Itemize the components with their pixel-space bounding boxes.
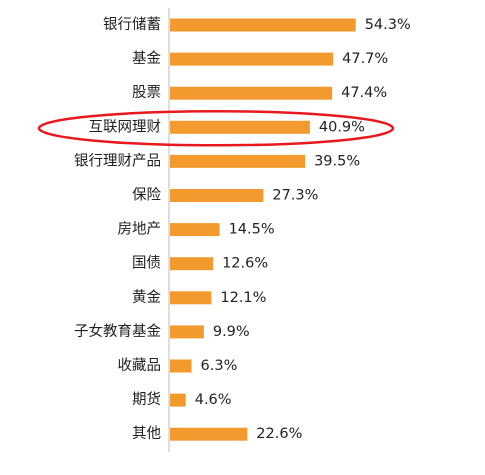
category-label: 其他 <box>132 425 161 442</box>
bar-rows: 银行储蓄 54.3% 基金 47.7% 股票 47.4% 互联网理财 40.9% 银行理财产品 3… <box>74 16 411 442</box>
value-label: 47.4% <box>341 85 387 101</box>
bar-row: 期货 4.6% <box>132 391 232 408</box>
category-label: 国债 <box>132 255 161 272</box>
bar <box>170 18 356 32</box>
bar-row: 保险 27.3% <box>132 187 318 204</box>
bar <box>170 325 204 339</box>
value-label: 12.1% <box>220 290 266 306</box>
bar <box>170 86 333 100</box>
bar-row: 基金 47.7% <box>132 50 388 67</box>
bar <box>170 359 192 373</box>
bar-row: 黄金 12.1% <box>132 289 266 306</box>
category-label: 银行理财产品 <box>74 152 161 169</box>
category-label: 基金 <box>132 50 161 67</box>
bar <box>170 257 214 271</box>
bar <box>170 189 264 202</box>
value-label: 6.3% <box>201 358 238 374</box>
value-label: 22.6% <box>256 426 302 442</box>
bar-row: 银行理财产品 39.5% <box>74 152 360 169</box>
value-label: 14.5% <box>229 222 275 238</box>
category-label: 黄金 <box>132 289 161 306</box>
value-label: 27.3% <box>272 188 318 204</box>
category-label: 房地产 <box>118 221 162 238</box>
value-label: 54.3% <box>365 17 411 33</box>
value-label: 40.9% <box>319 119 365 135</box>
bar <box>170 223 220 237</box>
bar-row: 互联网理财 40.9% <box>89 118 365 135</box>
bar-row: 股票 47.4% <box>132 85 387 101</box>
bar <box>170 427 248 441</box>
category-label: 互联网理财 <box>89 118 162 135</box>
value-label: 47.7% <box>342 51 388 67</box>
bar <box>170 393 186 407</box>
bar <box>170 154 306 168</box>
bar <box>170 291 212 305</box>
value-label: 12.6% <box>222 256 268 272</box>
category-label: 股票 <box>132 85 161 101</box>
bar <box>170 52 334 66</box>
category-label: 银行储蓄 <box>103 16 161 33</box>
value-label: 4.6% <box>195 392 232 408</box>
bar-row: 国债 12.6% <box>132 255 268 272</box>
category-label: 期货 <box>132 391 161 408</box>
bar-row: 银行储蓄 54.3% <box>103 16 411 33</box>
bar-row: 收藏品 6.3% <box>118 357 238 374</box>
bar-row: 房地产 14.5% <box>118 221 275 238</box>
category-label: 收藏品 <box>118 357 162 374</box>
value-label: 9.9% <box>213 324 250 340</box>
bar-row: 子女教育基金 9.9% <box>74 322 250 340</box>
bar <box>170 120 310 134</box>
bar-row: 其他 22.6% <box>132 425 302 442</box>
category-label: 保险 <box>132 187 161 204</box>
value-label: 39.5% <box>314 153 360 169</box>
category-label: 子女教育基金 <box>74 322 161 340</box>
highlight-ellipse <box>37 110 395 147</box>
